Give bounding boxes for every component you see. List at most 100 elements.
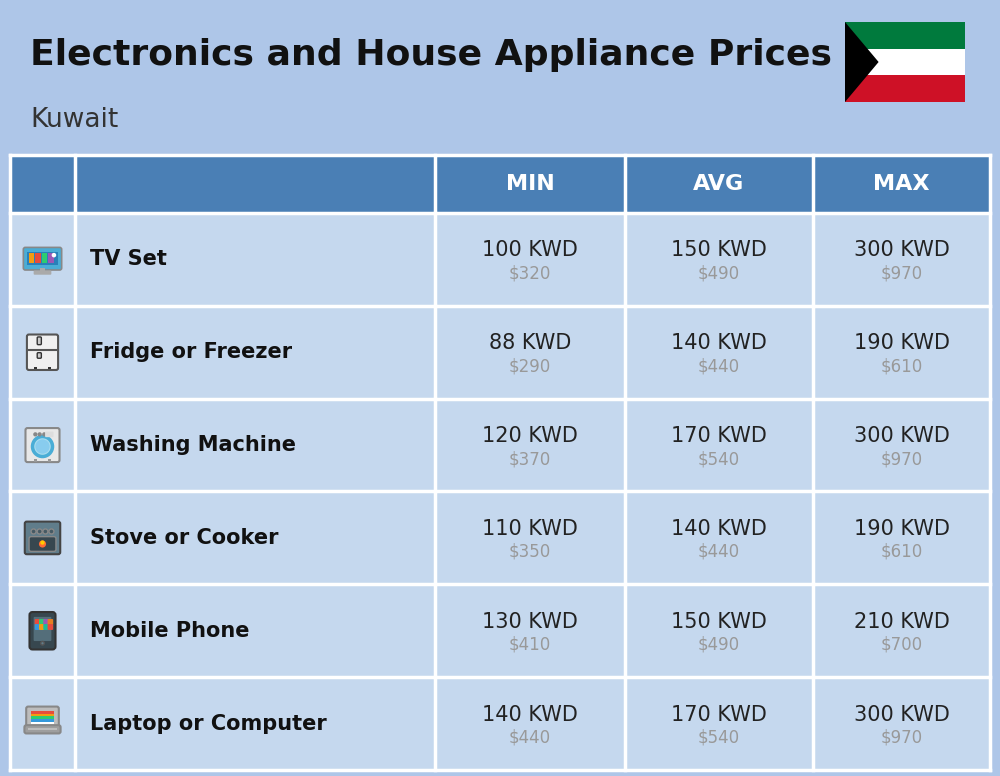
FancyBboxPatch shape (34, 367, 37, 369)
FancyBboxPatch shape (10, 155, 75, 213)
FancyBboxPatch shape (75, 584, 435, 677)
Text: AVG: AVG (693, 174, 745, 194)
FancyBboxPatch shape (31, 719, 54, 722)
FancyBboxPatch shape (28, 728, 57, 730)
Text: $320: $320 (509, 265, 551, 282)
FancyBboxPatch shape (10, 306, 75, 399)
FancyBboxPatch shape (42, 253, 47, 263)
Text: $970: $970 (880, 729, 923, 747)
Text: 140 KWD: 140 KWD (482, 705, 578, 725)
FancyBboxPatch shape (34, 459, 37, 462)
FancyBboxPatch shape (23, 248, 62, 270)
FancyBboxPatch shape (31, 711, 54, 714)
FancyBboxPatch shape (48, 367, 51, 369)
FancyBboxPatch shape (31, 711, 54, 724)
FancyBboxPatch shape (35, 619, 40, 625)
FancyBboxPatch shape (625, 677, 813, 770)
FancyBboxPatch shape (625, 155, 813, 213)
FancyBboxPatch shape (813, 213, 990, 306)
FancyBboxPatch shape (813, 584, 990, 677)
Circle shape (32, 437, 53, 456)
FancyBboxPatch shape (26, 707, 59, 729)
Circle shape (38, 433, 41, 436)
FancyBboxPatch shape (75, 677, 435, 770)
Circle shape (34, 433, 37, 436)
Text: 190 KWD: 190 KWD (854, 519, 950, 539)
FancyBboxPatch shape (813, 155, 990, 213)
FancyBboxPatch shape (75, 155, 435, 213)
Text: 140 KWD: 140 KWD (671, 519, 767, 539)
Circle shape (39, 540, 46, 548)
Text: Laptop or Computer: Laptop or Computer (90, 714, 327, 733)
Text: Stove or Cooker: Stove or Cooker (90, 528, 278, 548)
Text: 190 KWD: 190 KWD (854, 333, 950, 353)
Circle shape (49, 529, 54, 534)
Text: $290: $290 (509, 357, 551, 376)
FancyBboxPatch shape (625, 584, 813, 677)
Circle shape (41, 642, 44, 645)
Circle shape (31, 529, 36, 534)
Text: Electronics and House Appliance Prices: Electronics and House Appliance Prices (30, 38, 832, 72)
Text: $490: $490 (698, 265, 740, 282)
Text: $350: $350 (509, 543, 551, 561)
FancyBboxPatch shape (435, 677, 625, 770)
Text: $440: $440 (698, 543, 740, 561)
FancyBboxPatch shape (435, 399, 625, 491)
FancyBboxPatch shape (813, 491, 990, 584)
Circle shape (52, 254, 56, 257)
FancyBboxPatch shape (27, 251, 58, 265)
FancyBboxPatch shape (39, 619, 45, 625)
Circle shape (40, 540, 45, 545)
FancyBboxPatch shape (37, 352, 41, 359)
FancyBboxPatch shape (40, 268, 45, 272)
FancyBboxPatch shape (43, 624, 49, 630)
Text: 300 KWD: 300 KWD (854, 241, 949, 261)
Text: $970: $970 (880, 265, 923, 282)
FancyBboxPatch shape (845, 49, 965, 75)
FancyBboxPatch shape (10, 491, 75, 584)
FancyBboxPatch shape (35, 624, 40, 630)
FancyBboxPatch shape (29, 537, 56, 552)
FancyBboxPatch shape (435, 306, 625, 399)
FancyBboxPatch shape (34, 617, 51, 641)
Text: $370: $370 (509, 450, 551, 468)
FancyBboxPatch shape (25, 521, 60, 554)
FancyBboxPatch shape (48, 619, 53, 625)
FancyBboxPatch shape (37, 337, 41, 345)
Text: 140 KWD: 140 KWD (671, 333, 767, 353)
FancyBboxPatch shape (24, 725, 61, 733)
FancyBboxPatch shape (435, 155, 625, 213)
Text: $540: $540 (698, 729, 740, 747)
FancyBboxPatch shape (625, 306, 813, 399)
FancyBboxPatch shape (435, 584, 625, 677)
Text: Washing Machine: Washing Machine (90, 435, 296, 455)
FancyBboxPatch shape (48, 624, 53, 630)
Text: 300 KWD: 300 KWD (854, 705, 949, 725)
FancyBboxPatch shape (10, 677, 75, 770)
FancyBboxPatch shape (625, 491, 813, 584)
FancyBboxPatch shape (75, 306, 435, 399)
Text: 210 KWD: 210 KWD (854, 611, 949, 632)
Text: 150 KWD: 150 KWD (671, 241, 767, 261)
FancyBboxPatch shape (625, 399, 813, 491)
Text: $970: $970 (880, 450, 923, 468)
Text: 100 KWD: 100 KWD (482, 241, 578, 261)
Text: 88 KWD: 88 KWD (489, 333, 571, 353)
FancyBboxPatch shape (35, 253, 41, 263)
FancyBboxPatch shape (845, 22, 965, 102)
Circle shape (35, 439, 50, 454)
FancyBboxPatch shape (29, 253, 34, 263)
FancyBboxPatch shape (813, 399, 990, 491)
Text: 300 KWD: 300 KWD (854, 426, 949, 446)
Text: MIN: MIN (506, 174, 554, 194)
FancyBboxPatch shape (75, 491, 435, 584)
FancyBboxPatch shape (845, 22, 965, 49)
Text: $440: $440 (509, 729, 551, 747)
FancyBboxPatch shape (435, 213, 625, 306)
Text: $610: $610 (880, 543, 923, 561)
Polygon shape (845, 22, 879, 102)
FancyBboxPatch shape (813, 306, 990, 399)
Text: MAX: MAX (873, 174, 930, 194)
FancyBboxPatch shape (43, 619, 49, 625)
Text: Fridge or Freezer: Fridge or Freezer (90, 342, 292, 362)
